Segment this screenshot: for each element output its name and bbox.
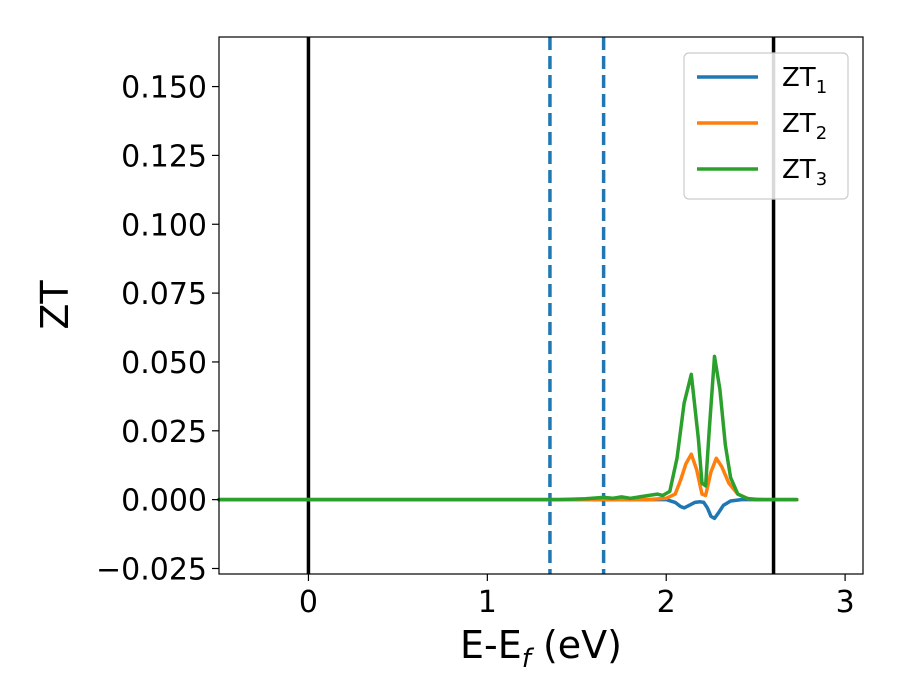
- y-axis: −0.025 0.000 0.025 0.050 0.075 0.100 0.125 0.15…: [96, 71, 219, 587]
- series-line-zt1: [217, 497, 799, 521]
- y-tick-label: 0.050: [121, 346, 207, 381]
- y-tick-label: −0.025: [96, 552, 207, 587]
- x-axis-label: E-Ef (eV): [460, 623, 622, 674]
- y-tick-label: 0.100: [121, 208, 207, 243]
- legend-label-zt3: ZT3: [782, 155, 827, 190]
- series-line-zt3: [217, 354, 799, 502]
- y-tick-label: 0.150: [121, 71, 207, 106]
- y-tick-label: 0.025: [121, 415, 207, 450]
- legend-label-zt1: ZT1: [782, 63, 827, 98]
- y-tick-label: 0.075: [121, 277, 207, 312]
- x-axis-label-main: E-E: [460, 623, 522, 667]
- legend-label-zt2: ZT2: [782, 109, 827, 144]
- legend-label-subscript: 1: [816, 77, 827, 98]
- x-tick-label: 1: [478, 585, 497, 620]
- x-tick-label: 3: [836, 585, 855, 620]
- y-axis-label: ZT: [33, 280, 77, 330]
- x-axis-label-unit: (eV): [543, 623, 622, 667]
- legend-label-subscript: 3: [816, 169, 827, 190]
- legend-box: [683, 52, 849, 200]
- x-axis: 0 1 2 3: [299, 574, 855, 620]
- plot-frame: [218, 36, 864, 575]
- x-tick-label: 2: [657, 585, 676, 620]
- y-tick-label: 0.125: [121, 139, 207, 174]
- legend-label-main: ZT: [782, 63, 816, 93]
- legend-label-main: ZT: [782, 155, 816, 185]
- legend-label-main: ZT: [782, 109, 816, 139]
- x-tick-label: 0: [299, 585, 318, 620]
- y-tick-label: 0.000: [121, 484, 207, 519]
- legend-label-subscript: 2: [816, 123, 827, 144]
